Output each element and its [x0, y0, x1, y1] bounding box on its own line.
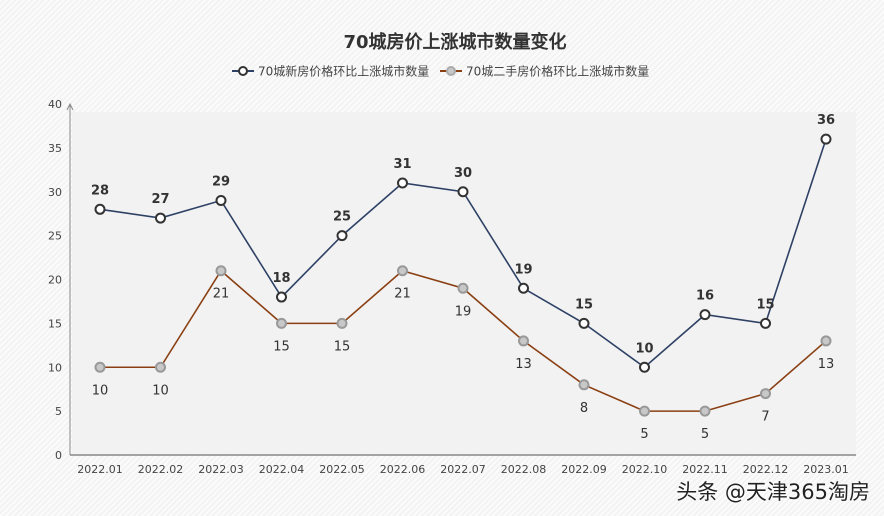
data-point	[457, 282, 469, 294]
data-label: 13	[818, 357, 835, 372]
y-axis-arrow	[66, 102, 74, 111]
data-point	[457, 186, 469, 198]
data-label: 5	[640, 427, 648, 442]
data-point	[578, 379, 590, 391]
data-point	[760, 388, 771, 400]
data-label: 31	[393, 157, 411, 172]
y-tick-label: 20	[48, 274, 62, 287]
data-point	[518, 282, 529, 294]
y-tick-label: 15	[48, 317, 62, 330]
data-label: 13	[515, 357, 532, 372]
data-label: 5	[701, 427, 709, 442]
data-label: 25	[333, 210, 351, 225]
y-tick-label: 40	[48, 98, 62, 111]
x-tick-label: 2022.04	[259, 463, 305, 476]
data-point	[639, 361, 650, 373]
data-point	[578, 317, 590, 329]
data-point	[820, 335, 832, 347]
legend-marker	[446, 66, 456, 76]
data-label: 10	[92, 383, 109, 398]
y-tick-label: 35	[48, 142, 62, 155]
data-point	[215, 195, 227, 207]
data-point	[155, 361, 166, 373]
x-tick-label: 2022.05	[319, 463, 365, 476]
x-tick-label: 2022.10	[622, 463, 668, 476]
data-label: 15	[273, 339, 290, 354]
data-point	[336, 230, 348, 242]
data-point	[699, 309, 711, 321]
data-label: 10	[635, 341, 653, 356]
data-label: 21	[394, 287, 411, 302]
data-point	[760, 317, 771, 329]
y-tick-label: 25	[48, 230, 62, 243]
x-tick-label: 2022.08	[501, 463, 547, 476]
data-point	[397, 177, 408, 189]
watermark: 头条 @天津365淘房	[676, 480, 870, 504]
data-point	[155, 212, 166, 224]
y-tick-label: 30	[48, 186, 62, 199]
data-label: 7	[761, 410, 769, 425]
data-label: 16	[696, 289, 714, 304]
data-label: 28	[91, 183, 109, 198]
data-point	[518, 335, 529, 347]
data-point	[215, 265, 227, 277]
data-label: 29	[212, 175, 230, 190]
data-point	[94, 361, 106, 373]
data-point	[639, 405, 650, 417]
data-point	[699, 405, 711, 417]
data-point	[94, 203, 106, 215]
x-tick-label: 2022.07	[440, 463, 486, 476]
x-tick-label: 2022.09	[561, 463, 607, 476]
chart-title: 70城房价上涨城市数量变化	[343, 31, 566, 53]
data-label: 18	[272, 271, 290, 286]
y-tick-label: 5	[55, 405, 62, 418]
data-point	[276, 291, 287, 303]
x-tick-label: 2022.01	[77, 463, 123, 476]
data-label: 19	[514, 262, 532, 277]
y-tick-label: 10	[48, 361, 62, 374]
data-label: 30	[454, 166, 472, 181]
x-tick-label: 2022.11	[682, 463, 728, 476]
data-label: 15	[575, 297, 593, 312]
data-label: 8	[580, 401, 588, 416]
data-label: 36	[817, 113, 835, 128]
data-label: 21	[213, 287, 230, 302]
legend-label: 70城新房价格环比上涨城市数量	[258, 64, 429, 79]
data-label: 10	[152, 383, 169, 398]
data-label: 15	[756, 297, 774, 312]
x-tick-label: 2022.03	[198, 463, 244, 476]
x-tick-label: 2022.12	[743, 463, 789, 476]
legend-label: 70城二手房价格环比上涨城市数量	[466, 64, 649, 79]
legend-marker	[238, 66, 248, 76]
data-point	[397, 265, 408, 277]
data-point	[276, 317, 287, 329]
data-point	[336, 317, 348, 329]
data-label: 15	[334, 339, 351, 354]
data-point	[820, 133, 832, 145]
data-label: 27	[151, 192, 169, 207]
x-tick-label: 2022.02	[138, 463, 184, 476]
data-label: 19	[455, 304, 472, 319]
x-tick-label: 2023.01	[803, 463, 849, 476]
y-tick-label: 0	[55, 449, 62, 462]
x-tick-label: 2022.06	[380, 463, 426, 476]
